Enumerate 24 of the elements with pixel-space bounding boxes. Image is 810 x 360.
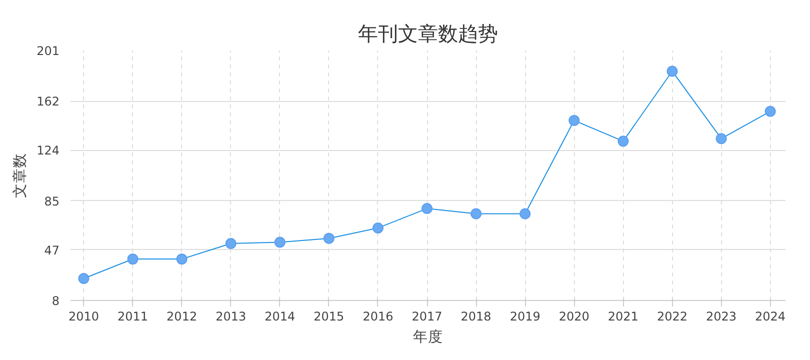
x-tick-label: 2023 xyxy=(706,310,737,324)
y-tick-label: 124 xyxy=(36,144,60,158)
y-tick-label: 85 xyxy=(44,194,60,208)
x-axis-title: 年度 xyxy=(413,328,443,346)
x-tick-label: 2015 xyxy=(314,310,344,324)
x-tick-label: 2024 xyxy=(755,310,786,324)
x-tick-label: 2019 xyxy=(510,310,540,324)
x-tick-label: 2017 xyxy=(412,310,442,324)
y-tick-label: 201 xyxy=(36,44,60,58)
x-tick-label: 2020 xyxy=(558,310,590,324)
x-tick-label: 2013 xyxy=(216,310,246,324)
x-tick-label: 2018 xyxy=(460,310,492,324)
y-tick-label: 47 xyxy=(44,243,60,258)
y-tick-label: 162 xyxy=(36,94,60,109)
x-tick-label: 2010 xyxy=(68,310,100,324)
x-tick-label: 2021 xyxy=(608,310,638,324)
x-tick-label: 2012 xyxy=(166,310,198,324)
x-tick-label: 2016 xyxy=(362,310,394,324)
y-tick-label: 8 xyxy=(52,294,60,308)
x-tick-label: 2022 xyxy=(656,310,688,324)
chart-title: 年刊文章数趋势 xyxy=(358,22,498,46)
x-tick-label: 2014 xyxy=(264,310,296,324)
y-axis-title: 文章数 xyxy=(12,153,29,198)
x-tick-label: 2011 xyxy=(118,310,148,324)
